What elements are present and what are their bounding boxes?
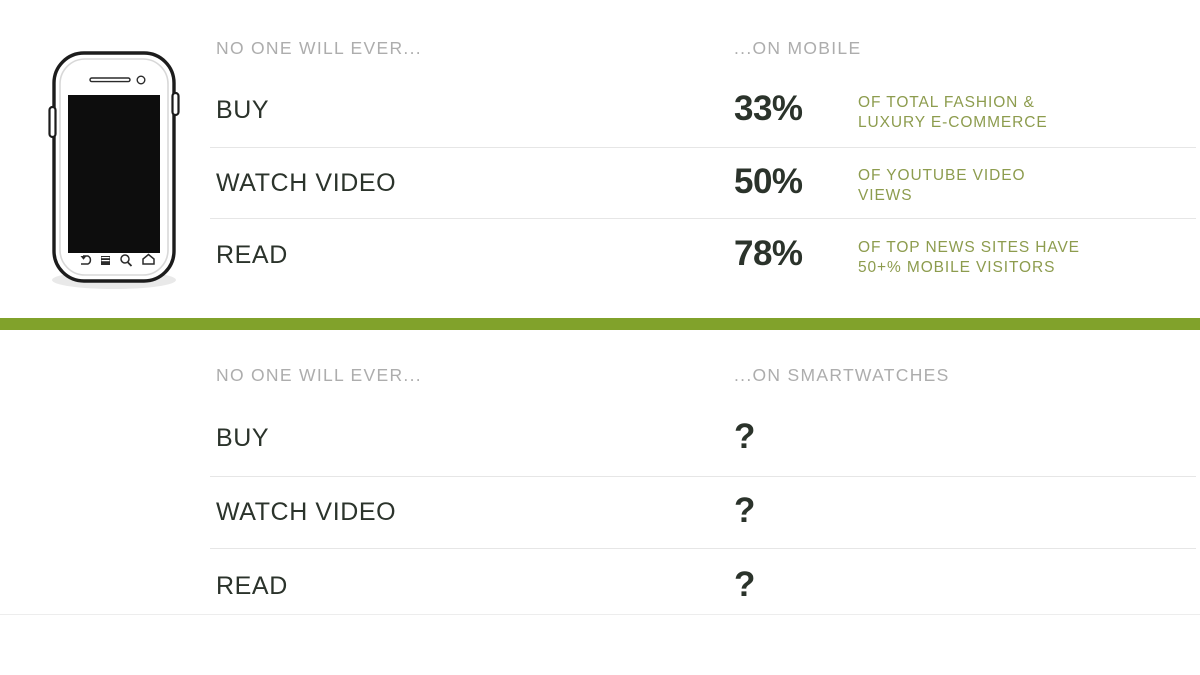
smartphone-illustration [26, 50, 206, 305]
row-description: OF YOUTUBE VIDEO VIEWS [858, 167, 1026, 204]
row-label: WATCH VIDEO [216, 169, 397, 197]
row-label: WATCH VIDEO [216, 498, 397, 526]
footer: LUKEш IDEATION + DESIGN Sources: http://… [0, 615, 1200, 675]
row-description: OF TOTAL FASHION & LUXURY E-COMMERCE [858, 94, 1048, 131]
section-smartwatch: NO ONE WILL EVER... ...ON SMARTWATCHES B… [0, 332, 1200, 612]
row-label: BUY [216, 424, 270, 452]
mobile-column-header-left: NO ONE WILL EVER... [216, 38, 422, 58]
footer-divider [0, 614, 1200, 615]
mobile-column-header-right: ...ON MOBILE [734, 38, 862, 58]
row-value: 50% [734, 162, 803, 201]
row-description: OF TOP NEWS SITES HAVE 50+% MOBILE VISIT… [858, 239, 1080, 276]
row-value: 78% [734, 234, 803, 273]
table-row[interactable]: WATCH VIDEO ? [210, 476, 1196, 548]
table-row[interactable]: READ 78% OF TOP NEWS SITES HAVE 50+% MOB… [210, 218, 1196, 290]
table-row[interactable]: BUY ? [210, 405, 1196, 476]
smartwatch-column-header-left: NO ONE WILL EVER... [216, 365, 422, 385]
row-value: ? [734, 491, 755, 530]
row-value: ? [734, 565, 755, 604]
row-label: READ [216, 572, 288, 600]
table-row[interactable]: WATCH VIDEO 50% OF YOUTUBE VIDEO VIEWS [210, 147, 1196, 218]
green-divider-bar [0, 318, 1200, 330]
table-row[interactable]: BUY 33% OF TOTAL FASHION & LUXURY E-COMM… [210, 78, 1196, 147]
row-label: READ [216, 241, 288, 269]
table-row[interactable]: READ ? [210, 548, 1196, 612]
row-label: BUY [216, 96, 270, 124]
smartwatch-column-header-right: ...ON SMARTWATCHES [734, 365, 950, 385]
row-value: 33% [734, 89, 803, 128]
section-mobile: NO ONE WILL EVER... ...ON MOBILE BUY 33%… [0, 0, 1200, 320]
row-value: ? [734, 417, 755, 456]
